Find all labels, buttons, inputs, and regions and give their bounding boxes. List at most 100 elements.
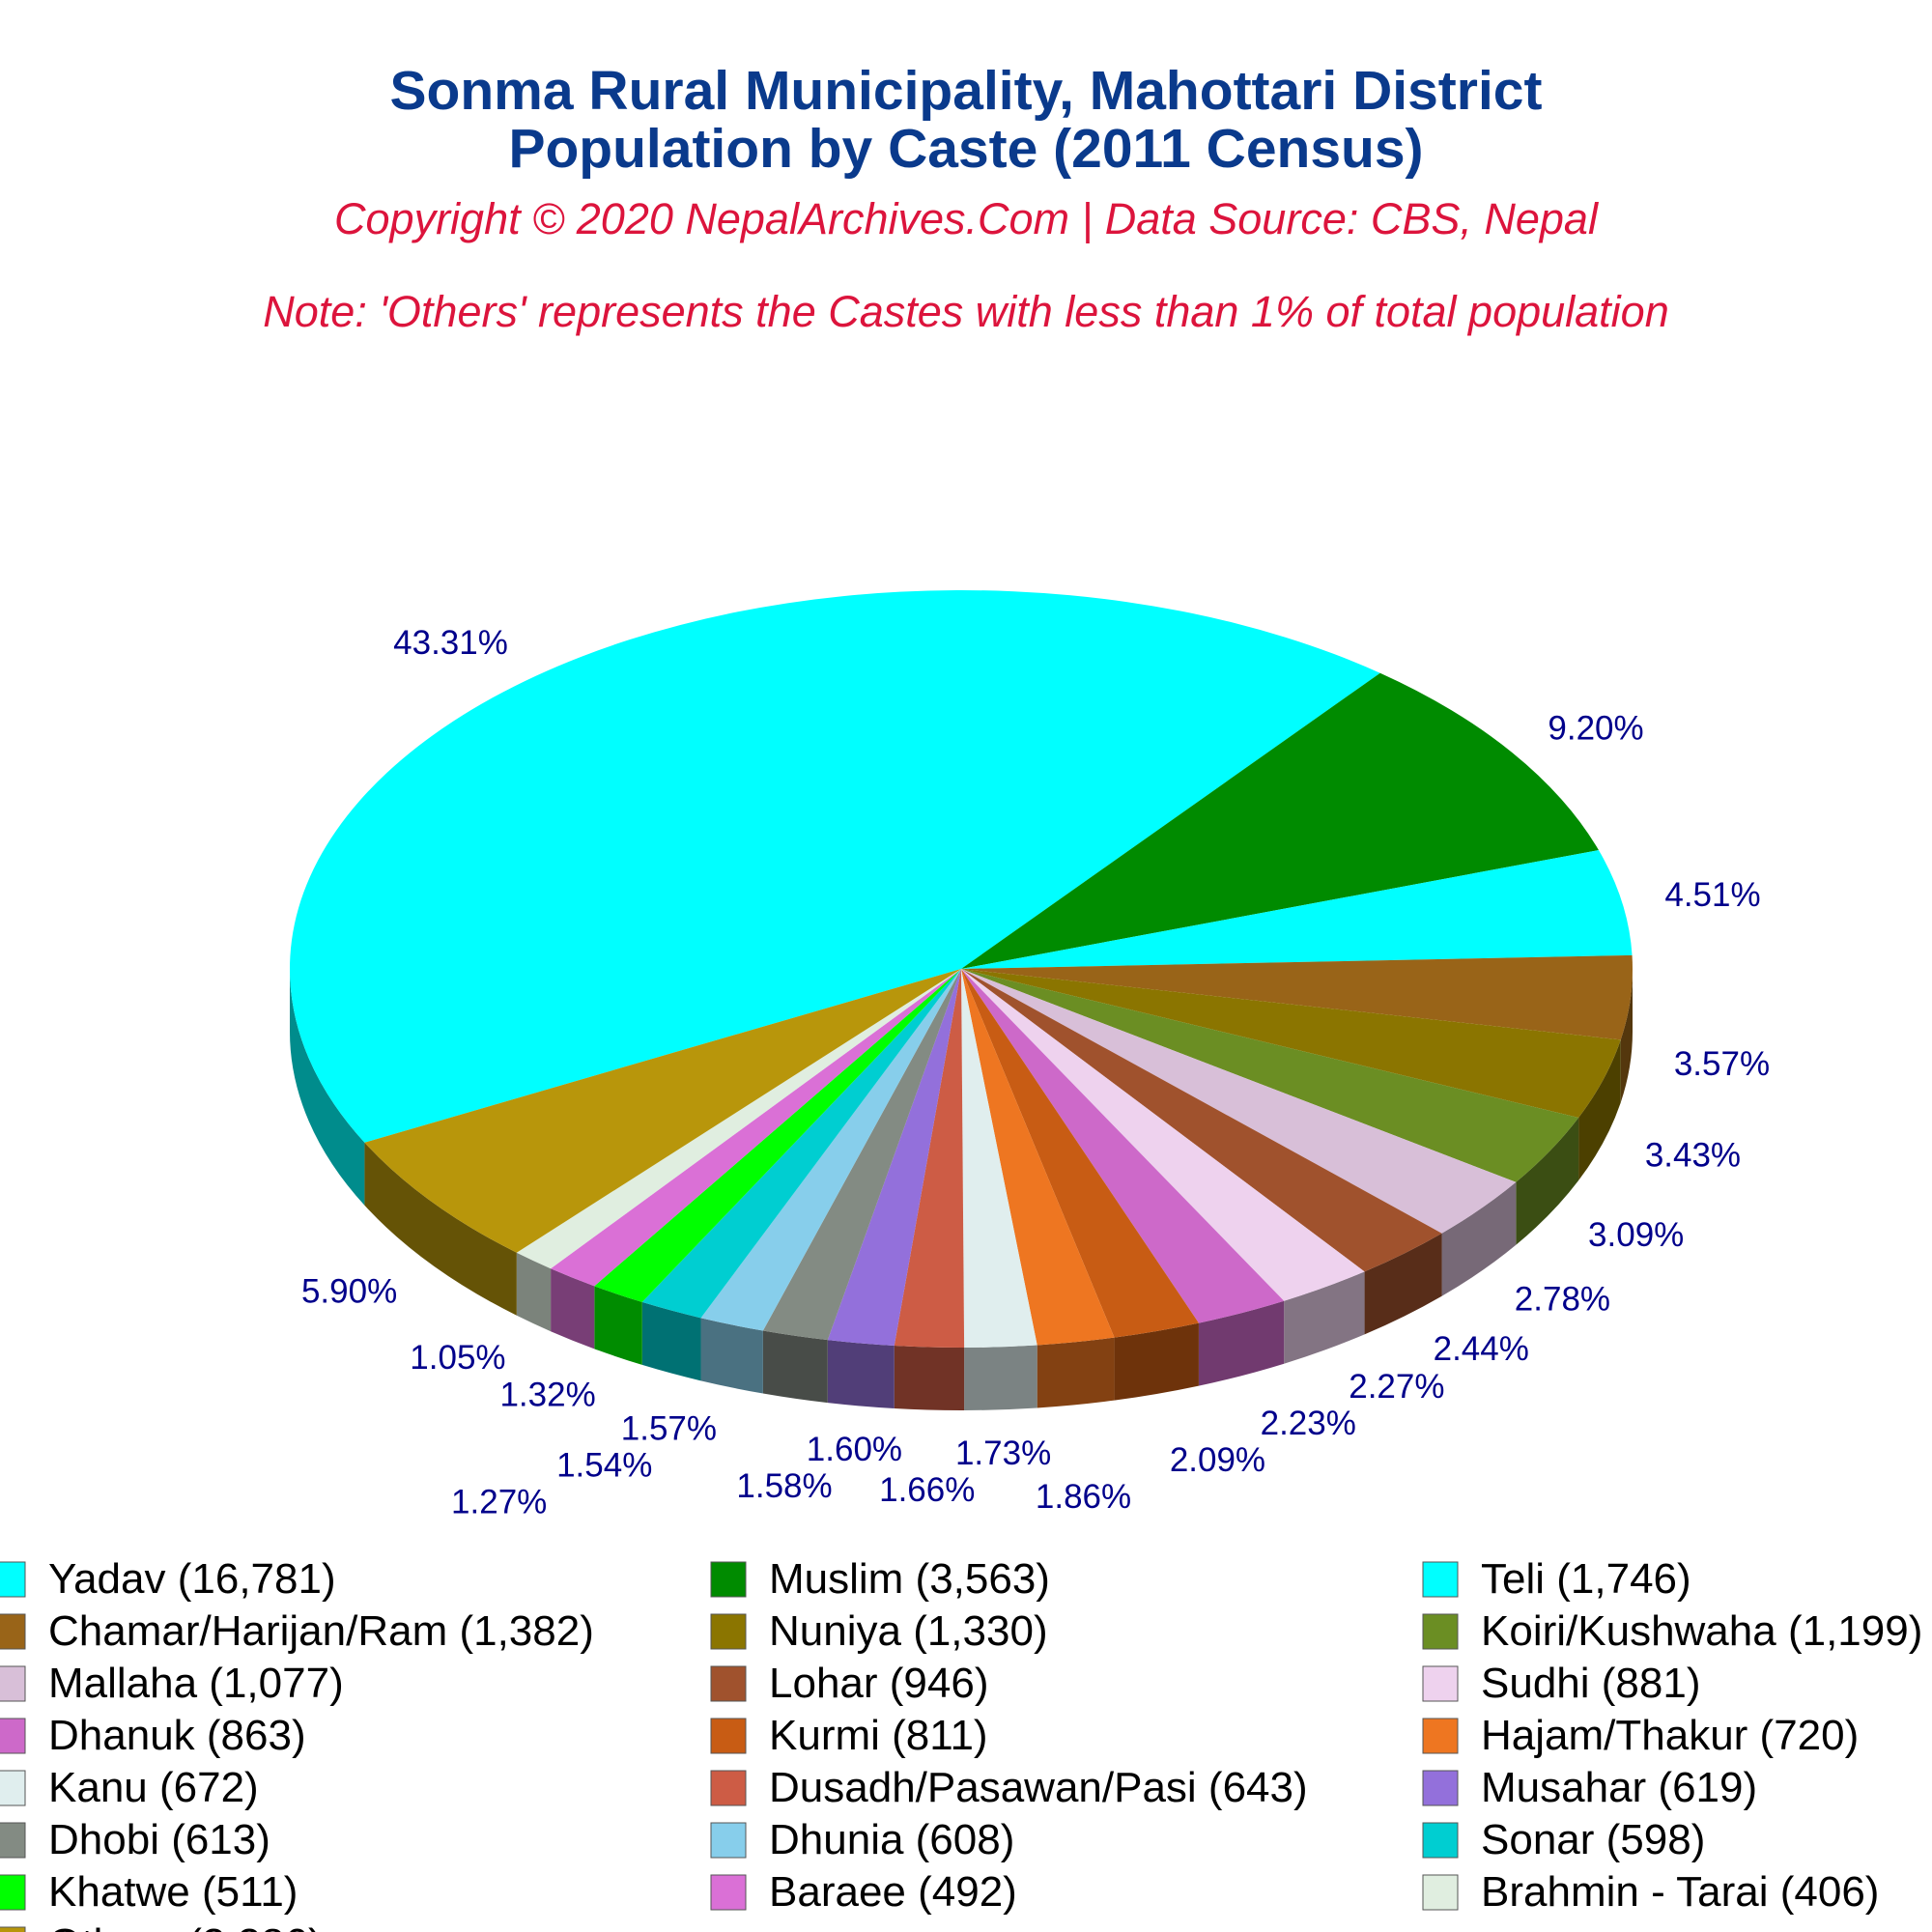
legend-item-musahar: Musahar (619) [1422, 1764, 1757, 1811]
legend-label: Koiri/Kushwaha (1,199) [1481, 1607, 1922, 1655]
pct-label: 1.66% [879, 1471, 975, 1509]
slice-side-dhanuk [1198, 1300, 1285, 1386]
legend-label: Musahar (619) [1481, 1764, 1757, 1811]
slice-koiri-kushwaha [961, 969, 1579, 1182]
legend-swatch [710, 1613, 747, 1650]
legend-label: Brahmin - Tarai (406) [1481, 1868, 1879, 1916]
legend-label: Nuniya (1,330) [769, 1607, 1048, 1655]
slice-side-sonar [641, 1301, 701, 1381]
slice-baraee [551, 969, 961, 1287]
pct-label: 1.54% [556, 1447, 652, 1485]
slice-side-others [364, 1142, 517, 1316]
legend-item-nuniya: Nuniya (1,330) [710, 1607, 1048, 1655]
pct-label: 1.73% [955, 1435, 1051, 1472]
slice-sonar [641, 969, 961, 1319]
legend-swatch [0, 1822, 26, 1859]
slice-others [364, 969, 961, 1253]
legend-swatch [0, 1926, 26, 1932]
legend-label: Khatwe (511) [48, 1868, 298, 1916]
slice-side-nuniya [1578, 1039, 1621, 1181]
slice-side-kurmi [1114, 1322, 1199, 1401]
slice-mallaha [961, 969, 1517, 1234]
slice-musahar [827, 969, 961, 1347]
slice-chamar-harijan-ram [961, 954, 1634, 1040]
legend-item-lohar: Lohar (946) [710, 1660, 988, 1707]
pct-label: 4.51% [1664, 876, 1760, 914]
chart-subtitle: Population by Caste (2011 Census) [508, 118, 1423, 180]
slice-side-lohar [1364, 1233, 1442, 1335]
legend-item-others: Others (2,286) [0, 1920, 323, 1932]
legend-item-dhobi: Dhobi (613) [0, 1816, 270, 1863]
slice-side-yadav [290, 969, 365, 1206]
pct-label: 1.05% [410, 1339, 505, 1377]
slice-nuniya [961, 969, 1621, 1119]
legend-swatch [710, 1665, 747, 1702]
legend-label: Muslim (3,563) [769, 1555, 1050, 1603]
legend-swatch [1422, 1718, 1459, 1754]
legend-swatch [1422, 1561, 1459, 1598]
legend-swatch [0, 1718, 26, 1754]
copyright-text: Copyright © 2020 NepalArchives.Com | Dat… [334, 194, 1600, 243]
slice-side-kanu [964, 1345, 1037, 1410]
legend-item-chamar-harijan-ram: Chamar/Harijan/Ram (1,382) [0, 1607, 594, 1655]
slice-side-dusadh-pasawan-pasi [894, 1346, 965, 1410]
slice-yadav [289, 589, 1380, 1143]
slice-side-mallaha [1441, 1181, 1517, 1296]
legend-swatch [0, 1613, 26, 1650]
slice-dhanuk [961, 969, 1285, 1323]
legend-item-khatwe: Khatwe (511) [0, 1868, 298, 1916]
legend-label: Mallaha (1,077) [48, 1660, 344, 1707]
legend-item-dhunia: Dhunia (608) [710, 1816, 1014, 1863]
pct-label: 2.23% [1261, 1405, 1356, 1442]
legend-label: Chamar/Harijan/Ram (1,382) [48, 1607, 594, 1655]
legend-swatch [0, 1770, 26, 1806]
slice-side-brahmin-tarai [516, 1252, 552, 1332]
chart-title: Sonma Rural Municipality, Mahottari Dist… [390, 60, 1543, 122]
slice-lohar [961, 969, 1442, 1272]
legend-item-sudhi: Sudhi (881) [1422, 1660, 1700, 1707]
legend-swatch [710, 1822, 747, 1859]
legend-swatch [1422, 1613, 1459, 1650]
slice-muslim [961, 672, 1599, 969]
pct-label: 5.90% [301, 1273, 397, 1311]
pct-label: 1.57% [621, 1410, 717, 1448]
legend-item-baraee: Baraee (492) [710, 1868, 1017, 1916]
pct-label: 1.58% [736, 1467, 832, 1505]
legend-item-dusadh-pasawan-pasi: Dusadh/Pasawan/Pasi (643) [710, 1764, 1308, 1811]
legend-label: Dusadh/Pasawan/Pasi (643) [769, 1764, 1308, 1811]
legend-item-teli: Teli (1,746) [1422, 1555, 1691, 1603]
legend-item-muslim: Muslim (3,563) [710, 1555, 1050, 1603]
legend: Yadav (16,781) Muslim (3,563) Teli (1,746)… [0, 1555, 1922, 1932]
slice-side-dhunia [700, 1318, 763, 1394]
note-text: Note: 'Others' represents the Castes wit… [263, 287, 1668, 336]
legend-label: Hajam/Thakur (720) [1481, 1712, 1859, 1759]
legend-item-brahmin-tarai: Brahmin - Tarai (406) [1422, 1868, 1879, 1916]
legend-label: Kurmi (811) [769, 1712, 988, 1759]
legend-label: Dhobi (613) [48, 1816, 270, 1863]
pct-label: 3.43% [1645, 1136, 1741, 1174]
slice-sudhi [961, 969, 1365, 1301]
pct-label: 1.32% [499, 1377, 595, 1414]
slice-side-musahar [827, 1340, 895, 1409]
slice-side-chamar-harijan-ram [1620, 969, 1633, 1103]
pct-label: 2.78% [1515, 1281, 1610, 1319]
legend-label: Dhanuk (863) [48, 1712, 306, 1759]
legend-label: Kanu (672) [48, 1764, 259, 1811]
legend-item-dhanuk: Dhanuk (863) [0, 1712, 306, 1759]
slice-dhunia [700, 969, 961, 1331]
pct-label: 2.44% [1434, 1330, 1529, 1368]
slice-kanu [961, 969, 1037, 1348]
legend-item-kurmi: Kurmi (811) [710, 1712, 988, 1759]
legend-label: Yadav (16,781) [48, 1555, 336, 1603]
legend-swatch [0, 1665, 26, 1702]
legend-label: Teli (1,746) [1481, 1555, 1691, 1603]
legend-label: Others (2,286) [48, 1920, 323, 1932]
legend-swatch [1422, 1874, 1459, 1911]
pct-label: 43.31% [393, 624, 508, 662]
legend-item-sonar: Sonar (598) [1422, 1816, 1705, 1863]
slice-hajam-thakur [961, 969, 1115, 1346]
legend-item-hajam-thakur: Hajam/Thakur (720) [1422, 1712, 1859, 1759]
legend-item-mallaha: Mallaha (1,077) [0, 1660, 344, 1707]
pct-label: 9.20% [1548, 709, 1643, 747]
